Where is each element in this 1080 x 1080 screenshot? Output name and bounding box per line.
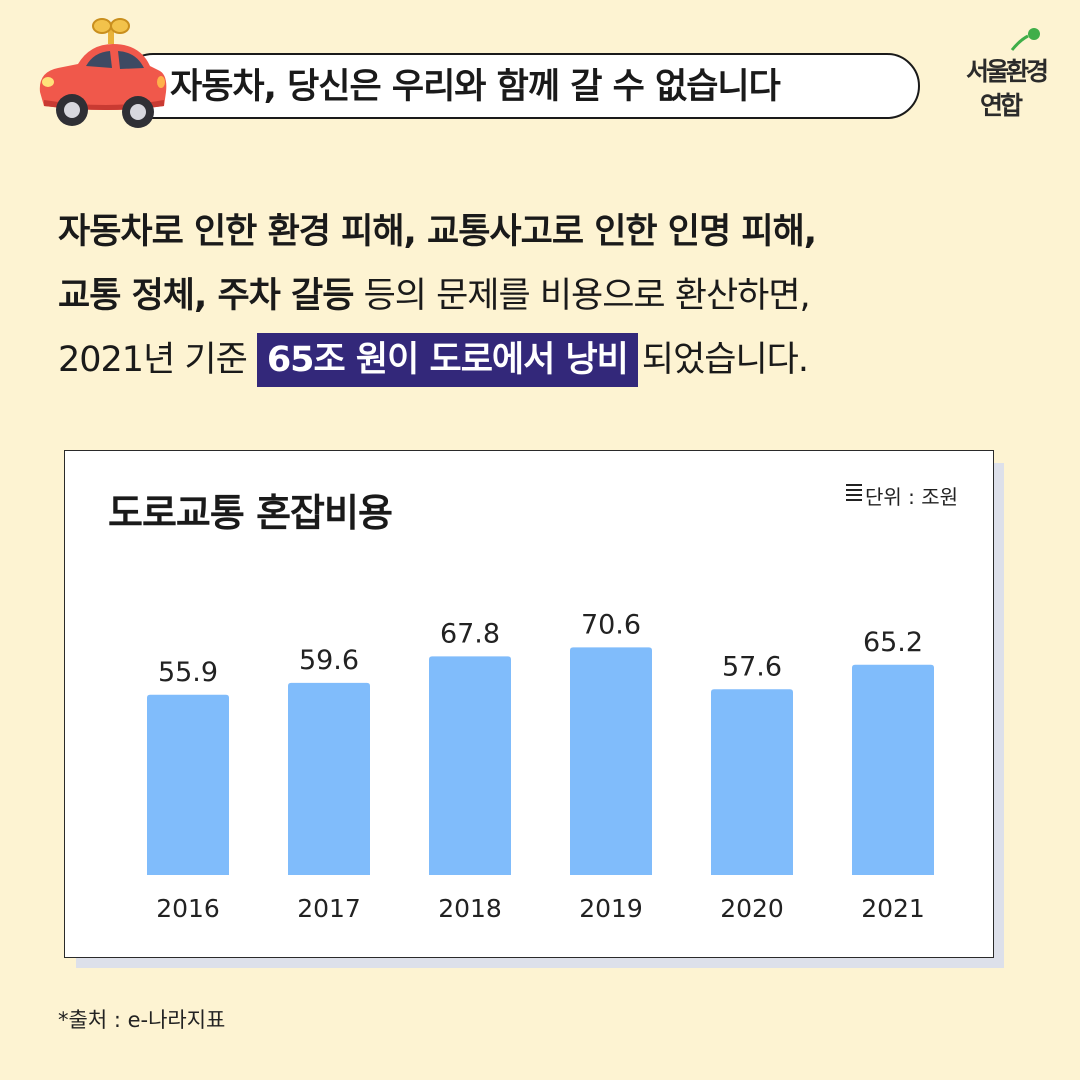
highlight-text: 65조 원이 도로에서 낭비 xyxy=(256,333,638,387)
bar-2020 xyxy=(711,689,793,875)
x-tick-2017: 2017 xyxy=(297,894,361,923)
body-paragraph: 자동차로 인한 환경 피해, 교통사고로 인한 인명 피해, 교통 정체, 주차… xyxy=(58,200,1038,392)
header-title: 자동차, 당신은 우리와 함께 갈 수 없습니다 xyxy=(170,67,781,107)
source-note: *출처 : e-나라지표 xyxy=(58,1008,226,1032)
bar-2018 xyxy=(429,656,511,875)
data-label-2020: 57.6 xyxy=(722,651,782,682)
bar-2017 xyxy=(288,682,370,875)
red-car-icon xyxy=(39,18,167,128)
data-label-2018: 67.8 xyxy=(440,618,500,649)
logo-text-line1: 서울환경 xyxy=(966,57,1049,86)
bar-2021 xyxy=(852,664,934,875)
data-label-2021: 65.2 xyxy=(863,627,923,658)
x-tick-2018: 2018 xyxy=(438,894,502,923)
lines-icon xyxy=(846,484,862,501)
logo-text-line2: 연합 xyxy=(980,91,1023,120)
chart-unit-label: 단위 : 조원 xyxy=(845,481,958,510)
x-tick-2020: 2020 xyxy=(720,894,784,923)
bar-2019 xyxy=(570,647,652,875)
body-line-3: 2021년 기준 65조 원이 도로에서 낭비 되었습니다. xyxy=(58,328,1038,392)
bar-chart: 55.9 2016 59.6 2017 67.8 2018 70.6 2019 57.6 2020… xyxy=(147,609,934,923)
bar-2016 xyxy=(147,694,229,875)
x-tick-2016: 2016 xyxy=(156,894,220,923)
data-label-2016: 55.9 xyxy=(158,657,218,688)
body-line-1: 자동차로 인한 환경 피해, 교통사고로 인한 인명 피해, xyxy=(58,212,817,252)
body-line-2: 교통 정체, 주차 갈등 등의 문제를 비용으로 환산하면, xyxy=(58,276,811,316)
chart-title: 도로교통 혼잡비용 xyxy=(108,491,393,535)
x-tick-2021: 2021 xyxy=(861,894,925,923)
header-banner xyxy=(120,53,920,119)
x-tick-2019: 2019 xyxy=(579,894,643,923)
data-label-2017: 59.6 xyxy=(299,645,359,676)
logo-leaf-icon xyxy=(1010,28,1040,51)
data-label-2019: 70.6 xyxy=(581,609,641,640)
